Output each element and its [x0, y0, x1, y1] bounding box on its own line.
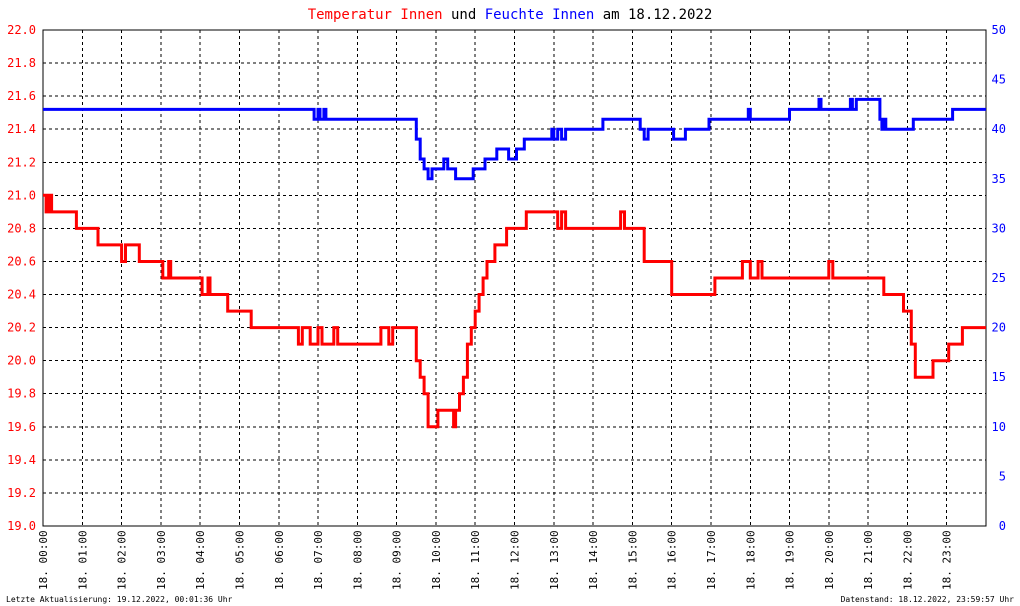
title-date: am 18.12.2022 — [594, 7, 712, 23]
left-tick-label: 20.4 — [7, 288, 36, 302]
right-tick-label: 50 — [992, 23, 1006, 37]
x-tick-label: 18. 13:00 — [548, 530, 561, 590]
x-tick-label: 18. 01:00 — [76, 530, 89, 590]
x-tick-label: 18. 10:00 — [430, 530, 443, 590]
series-layer — [43, 97, 986, 429]
x-tick-label: 18. 12:00 — [509, 530, 522, 590]
temperature-series-line — [43, 193, 986, 429]
left-tick-label: 19.0 — [7, 519, 36, 533]
right-tick-label: 30 — [992, 221, 1006, 235]
x-tick-label: 18. 19:00 — [784, 530, 797, 590]
x-axis-ticks: 18. 00:00 18. 01:00 18. 02:00 18. 03:00 18. … — [37, 530, 954, 590]
left-tick-label: 19.6 — [7, 420, 36, 434]
x-tick-label: 18. 14:00 — [587, 530, 600, 590]
x-tick-label: 18. 02:00 — [116, 530, 129, 590]
left-tick-label: 20.8 — [7, 221, 36, 235]
x-tick-label: 18. 11:00 — [469, 530, 482, 590]
right-tick-label: 40 — [992, 122, 1006, 136]
x-tick-label: 18. 09:00 — [391, 530, 404, 590]
left-tick-label: 21.4 — [7, 122, 36, 136]
x-tick-label: 18. 17:00 — [705, 530, 718, 590]
x-tick-label: 18. 16:00 — [666, 530, 679, 590]
x-tick-label: 18. 04:00 — [194, 530, 207, 590]
left-tick-label: 21.6 — [7, 89, 36, 103]
footer-last-update: Letzte Aktualisierung: 19.12.2022, 00:01… — [6, 595, 233, 604]
x-tick-label: 18. 15:00 — [626, 530, 639, 590]
right-tick-label: 20 — [992, 321, 1006, 335]
x-tick-label: 18. 00:00 — [37, 530, 50, 590]
left-tick-label: 19.4 — [7, 453, 36, 467]
humidity-series-line — [43, 97, 986, 181]
title-temperature: Temperatur Innen — [308, 7, 443, 23]
left-tick-label: 21.0 — [7, 188, 36, 202]
left-tick-label: 20.2 — [7, 321, 36, 335]
x-tick-label: 18. 20:00 — [823, 530, 836, 590]
left-tick-label: 20.0 — [7, 354, 36, 368]
x-tick-label: 18. 18:00 — [744, 530, 757, 590]
right-tick-label: 5 — [999, 469, 1006, 483]
chart-title: Temperatur Innen und Feuchte Innen am 18… — [308, 7, 713, 23]
right-tick-label: 35 — [992, 172, 1006, 186]
left-tick-label: 21.8 — [7, 56, 36, 70]
title-humidity: Feuchte Innen — [485, 7, 595, 23]
left-tick-label: 19.2 — [7, 486, 36, 500]
x-tick-label: 18. 08:00 — [351, 530, 364, 590]
left-tick-label: 22.0 — [7, 23, 36, 37]
title-connector: und — [443, 7, 485, 23]
left-tick-label: 21.2 — [7, 155, 36, 169]
x-tick-label: 18. 07:00 — [312, 530, 325, 590]
right-tick-label: 15 — [992, 370, 1006, 384]
x-tick-label: 18. 21:00 — [862, 530, 875, 590]
left-tick-label: 19.8 — [7, 387, 36, 401]
x-tick-label: 18. 23:00 — [941, 530, 954, 590]
right-tick-label: 25 — [992, 271, 1006, 285]
right-tick-label: 0 — [999, 519, 1006, 533]
right-tick-label: 10 — [992, 420, 1006, 434]
x-tick-label: 18. 22:00 — [901, 530, 914, 590]
footer-data-status: Datenstand: 18.12.2022, 23:59:57 Uhr — [841, 595, 1015, 604]
plot-frame — [42, 29, 987, 527]
right-tick-label: 45 — [992, 73, 1006, 87]
left-axis-ticks: 19.0 19.2 19.4 19.6 19.8 20.0 20.2 20.4 20.6 20.8… — [7, 23, 36, 533]
x-tick-label: 18. 03:00 — [155, 530, 168, 590]
right-axis-ticks: 0 5 10 15 20 25 30 35 40 45 50 — [992, 23, 1006, 533]
left-tick-label: 20.6 — [7, 254, 36, 268]
x-tick-label: 18. 05:00 — [233, 530, 246, 590]
x-tick-label: 18. 06:00 — [273, 530, 286, 590]
